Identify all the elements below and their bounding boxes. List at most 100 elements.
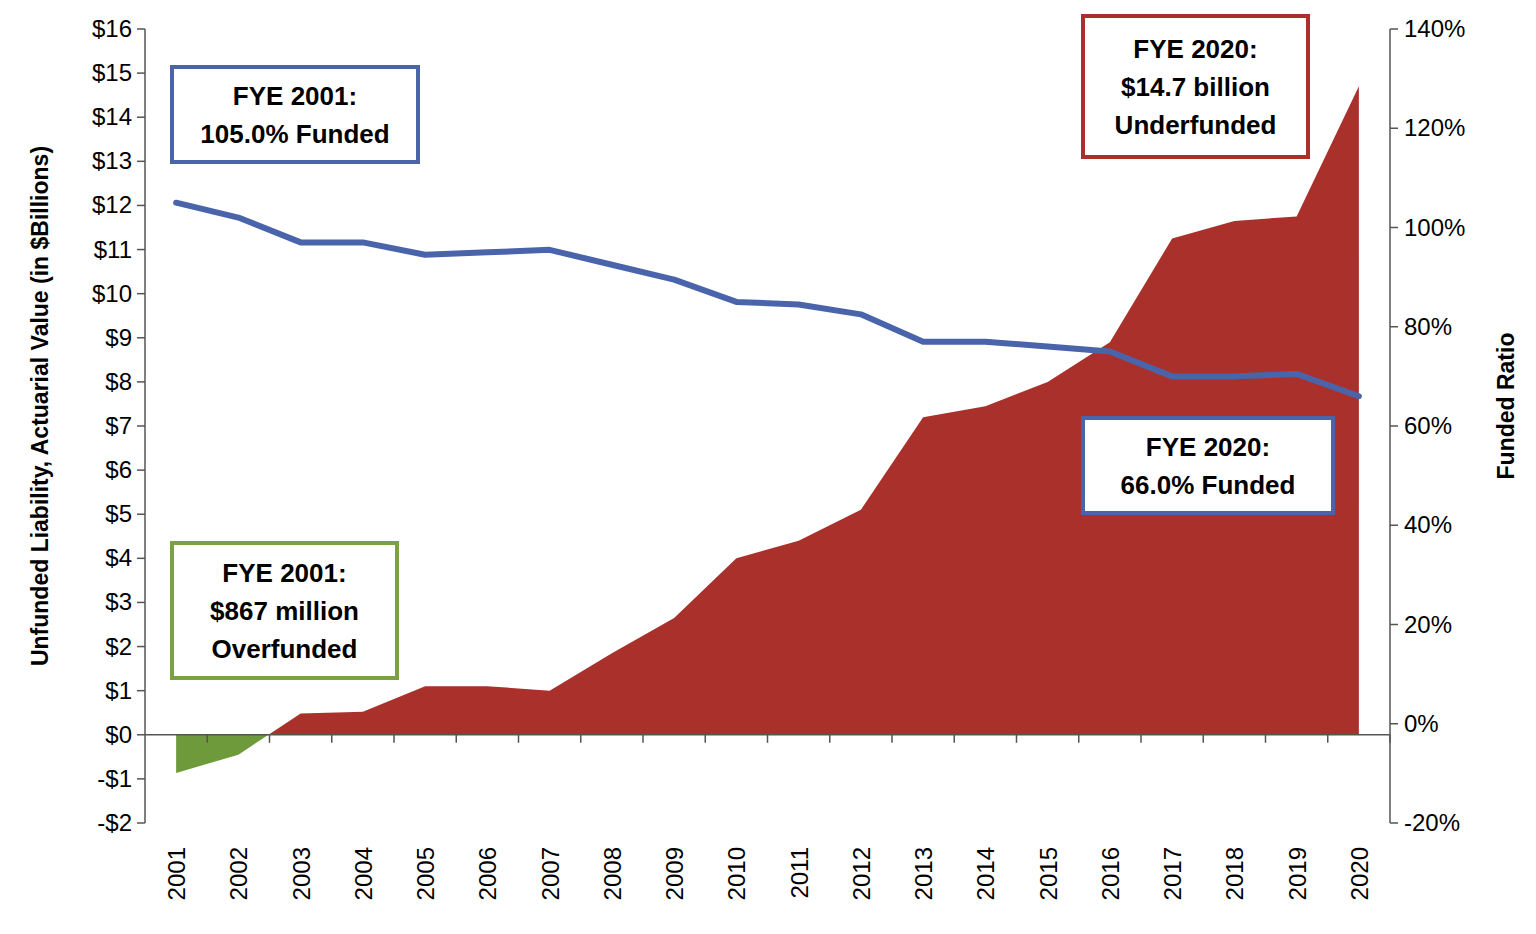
annotation: FYE 2020: $14.7 billion Underfunded <box>1083 16 1308 157</box>
y-tick <box>137 778 145 780</box>
x-tick-label: 2020 <box>1346 847 1373 900</box>
annotation-box <box>172 543 397 678</box>
x-tick <box>456 735 458 743</box>
x-tick-label: 2001 <box>163 847 190 900</box>
y-tick <box>137 205 145 207</box>
annotation: FYE 2001:105.0% Funded <box>172 67 418 162</box>
y2-tick-label: 20% <box>1404 611 1452 638</box>
x-tick <box>1140 735 1142 743</box>
y-tick <box>137 646 145 648</box>
y-tick-label: $8 <box>105 368 132 395</box>
chart: -$2-$1$0$1$2$3$4$5$6$7$8$9$10$11$12$13$1… <box>0 0 1536 934</box>
x-tick <box>393 735 395 743</box>
x-tick <box>1327 735 1329 743</box>
y2-tick-label: -20% <box>1404 809 1460 836</box>
x-tick-label: 2006 <box>474 847 501 900</box>
y-tick <box>137 469 145 471</box>
axes: -$2-$1$0$1$2$3$4$5$6$7$8$9$10$11$12$13$1… <box>92 15 1465 900</box>
area-overfunded <box>176 735 1359 773</box>
x-tick-label: 2008 <box>599 847 626 900</box>
y-tick-label: $2 <box>105 633 132 660</box>
y-tick <box>137 822 145 824</box>
y-tick-label: $4 <box>105 544 132 571</box>
y-tick <box>137 28 145 30</box>
y2-tick-label: 60% <box>1404 412 1452 439</box>
y-tick-label: $7 <box>105 412 132 439</box>
annotation-text: Underfunded <box>1115 110 1277 140</box>
y2-tick <box>1390 28 1398 30</box>
annotation-text: FYE 2001: <box>222 558 346 588</box>
y-tick-label: $14 <box>92 103 132 130</box>
x-tick-label: 2009 <box>661 847 688 900</box>
area-negative-group <box>176 735 1359 773</box>
y2-tick <box>1390 624 1398 626</box>
y-tick-label: $12 <box>92 191 132 218</box>
y-tick-label: -$1 <box>97 765 132 792</box>
y-tick <box>137 602 145 604</box>
y2-tick <box>1390 723 1398 725</box>
x-tick-label: 2015 <box>1035 847 1062 900</box>
x-tick <box>1203 735 1205 743</box>
y-tick <box>137 734 145 736</box>
y-tick <box>137 381 145 383</box>
y-tick-label: $15 <box>92 59 132 86</box>
annotation-text: 105.0% Funded <box>200 119 389 149</box>
x-tick-label: 2012 <box>848 847 875 900</box>
annotation-text: $14.7 billion <box>1121 72 1270 102</box>
annotation-text: 66.0% Funded <box>1121 470 1296 500</box>
x-tick <box>891 735 893 743</box>
x-tick-label: 2016 <box>1097 847 1124 900</box>
x-tick-label: 2002 <box>225 847 252 900</box>
y-tick-label: $11 <box>94 236 132 263</box>
y-tick-label: $13 <box>92 147 132 174</box>
x-tick <box>1016 735 1018 743</box>
area-underfunded <box>176 86 1359 734</box>
x-tick <box>207 735 209 743</box>
x-tick-label: 2005 <box>412 847 439 900</box>
y-tick <box>137 425 145 427</box>
y-axis-title: Unfunded Liability, Actuarial Value (in … <box>27 146 53 666</box>
funded-ratio-line <box>176 203 1359 397</box>
y2-tick-label: 80% <box>1404 313 1452 340</box>
area-positive-group <box>176 86 1359 734</box>
x-tick-label: 2010 <box>723 847 750 900</box>
x-tick <box>518 735 520 743</box>
y2-tick <box>1390 227 1398 229</box>
y2-tick-label: 140% <box>1404 15 1465 42</box>
x-tick <box>1265 735 1267 743</box>
annotation: FYE 2001:$867 millionOverfunded <box>172 543 397 678</box>
y-tick <box>137 249 145 251</box>
x-tick <box>1078 735 1080 743</box>
annotation-text: FYE 2020: <box>1146 432 1270 462</box>
x-tick <box>954 735 956 743</box>
x-tick-label: 2017 <box>1159 847 1186 900</box>
y2-tick <box>1390 822 1398 824</box>
y-tick-label: $5 <box>105 500 132 527</box>
y2-tick-label: 120% <box>1404 114 1465 141</box>
x-tick <box>331 735 333 743</box>
x-tick-label: 2019 <box>1284 847 1311 900</box>
y2-axis-title: Funded Ratio <box>1493 333 1519 480</box>
y-tick <box>137 558 145 560</box>
annotation: FYE 2020: 66.0% Funded <box>1083 418 1333 513</box>
y-tick <box>137 72 145 74</box>
x-tick <box>705 735 707 743</box>
y-tick-label: $0 <box>105 721 132 748</box>
y-tick <box>137 161 145 163</box>
y2-tick-label: 100% <box>1404 214 1465 241</box>
y-tick <box>137 513 145 515</box>
annotation-box <box>1083 16 1308 157</box>
annotation-text: Overfunded <box>212 634 358 664</box>
y-tick-label: $10 <box>92 280 132 307</box>
x-tick-label: 2013 <box>910 847 937 900</box>
y-tick <box>137 690 145 692</box>
annotation-text: FYE 2020: <box>1133 34 1257 64</box>
x-tick-label: 2004 <box>350 847 377 900</box>
x-tick <box>269 735 271 743</box>
y2-tick-label: 0% <box>1404 710 1439 737</box>
x-tick <box>642 735 644 743</box>
y2-tick <box>1390 525 1398 527</box>
y-tick <box>137 293 145 295</box>
y-tick-label: $9 <box>105 324 132 351</box>
y-tick-label: $3 <box>105 588 132 615</box>
